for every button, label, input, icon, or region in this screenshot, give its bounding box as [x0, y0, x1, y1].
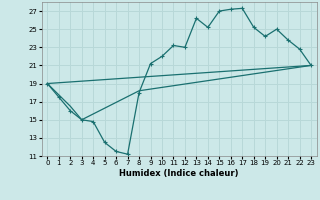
- X-axis label: Humidex (Indice chaleur): Humidex (Indice chaleur): [119, 169, 239, 178]
